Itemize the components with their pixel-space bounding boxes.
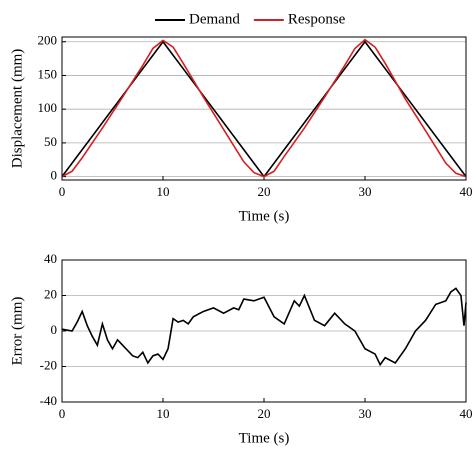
- y-tick-label: 150: [38, 66, 58, 81]
- y-tick-label: -20: [40, 357, 57, 372]
- x-axis-label: Time (s): [239, 430, 290, 446]
- y-tick-label: 0: [51, 322, 58, 337]
- x-tick-label: 20: [258, 406, 271, 421]
- legend-label: Response: [288, 11, 346, 27]
- x-tick-label: 20: [258, 184, 271, 199]
- y-tick-label: -40: [40, 393, 57, 408]
- data-line: [61, 38, 467, 178]
- x-tick-label: 40: [460, 406, 473, 421]
- y-tick-label: 50: [44, 134, 57, 149]
- x-tick-label: 30: [359, 184, 372, 199]
- x-tick-label: 0: [59, 406, 66, 421]
- x-tick-label: 40: [460, 184, 473, 199]
- x-tick-label: 30: [359, 406, 372, 421]
- y-tick-label: 200: [38, 33, 58, 48]
- y-tick-label: 100: [38, 100, 58, 115]
- x-tick-label: 0: [59, 184, 66, 199]
- y-tick-label: 0: [51, 168, 58, 183]
- legend-label: Demand: [189, 11, 240, 27]
- y-tick-label: 40: [44, 251, 57, 266]
- y-axis-label: Displacement (mm): [9, 49, 25, 169]
- plot-frame: [61, 36, 467, 181]
- data-line: [61, 287, 467, 367]
- x-axis-label: Time (s): [239, 208, 290, 224]
- plot-frame: [61, 259, 467, 403]
- x-tick-label: 10: [157, 406, 170, 421]
- y-tick-label: 20: [44, 286, 57, 301]
- x-tick-label: 10: [157, 184, 170, 199]
- y-axis-label: Error (mm): [9, 297, 25, 366]
